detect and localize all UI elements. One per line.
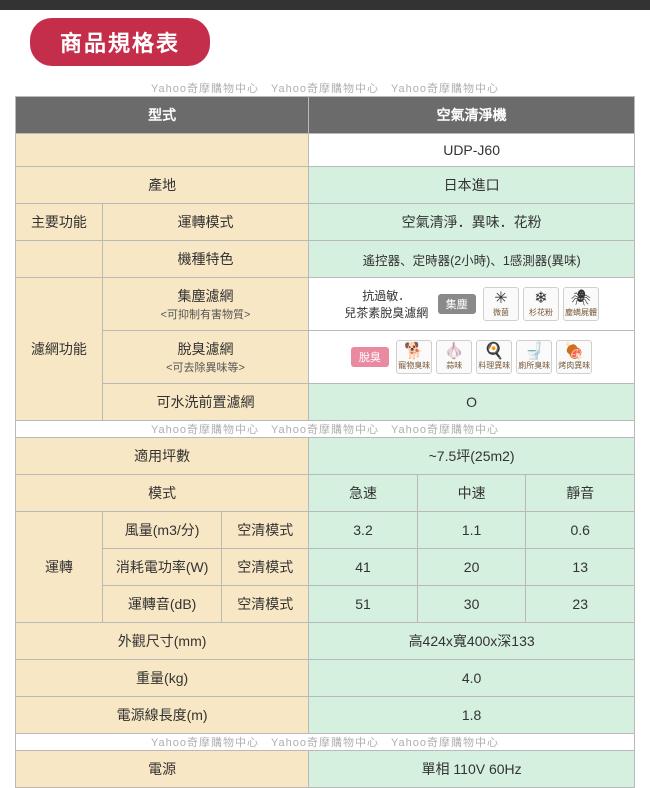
airflow-0: 3.2 <box>309 512 418 549</box>
mode-col-2: 靜音 <box>526 475 635 512</box>
feature-label: 機種特色 <box>102 241 308 278</box>
area-label: 適用坪數 <box>16 438 309 475</box>
watermark: Yahoo奇摩購物中心 Yahoo奇摩購物中心 Yahoo奇摩購物中心 <box>16 421 635 438</box>
airflow-label: 風量(m3/分) <box>102 512 221 549</box>
blank-cell <box>16 241 103 278</box>
dust-filter-label: 集塵濾網 <可抑制有害物質> <box>102 278 308 331</box>
cord-value: 1.8 <box>309 697 635 734</box>
feature-icon: 🍖烤肉異味 <box>556 340 592 374</box>
dim-label: 外觀尺寸(mm) <box>16 623 309 660</box>
power-1: 20 <box>417 549 526 586</box>
deod-tag: 脫臭 <box>351 347 389 367</box>
power-src-value: 單相 110V 60Hz <box>309 751 635 788</box>
dust-icon-row: ✳微菌 ❄杉花粉 🕷塵螨屍體 <box>483 287 599 321</box>
top-accent-bar <box>0 0 650 10</box>
mode-col-1: 中速 <box>417 475 526 512</box>
run-mode-label: 運轉模式 <box>102 204 308 241</box>
power-src-label: 電源 <box>16 751 309 788</box>
power-label: 消耗電功率(W) <box>102 549 221 586</box>
oper-label: 運轉 <box>16 512 103 623</box>
weight-value: 4.0 <box>309 660 635 697</box>
header-product: 空氣清淨機 <box>309 97 635 134</box>
main-func-label: 主要功能 <box>16 204 103 241</box>
origin-value: 日本進口 <box>309 167 635 204</box>
dust-sub: <可抑制有害物質> <box>109 306 302 322</box>
model-value: UDP-J60 <box>309 134 635 167</box>
airflow-1: 1.1 <box>417 512 526 549</box>
title-section: 商品規格表 <box>0 10 650 80</box>
watermark: Yahoo奇摩購物中心 Yahoo奇摩購物中心 Yahoo奇摩購物中心 <box>16 734 635 751</box>
power-2: 13 <box>526 549 635 586</box>
deod-label-text: 脫臭濾網 <box>109 339 302 359</box>
feature-icon: ✳微菌 <box>483 287 519 321</box>
feature-icon: 🧄蒜味 <box>436 340 472 374</box>
feature-icon: 🍳料理異味 <box>476 340 512 374</box>
airflow-2: 0.6 <box>526 512 635 549</box>
feature-icon: ❄杉花粉 <box>523 287 559 321</box>
dust-label-text: 集塵濾網 <box>109 286 302 306</box>
area-value: ~7.5坪(25m2) <box>309 438 635 475</box>
power-0: 41 <box>309 549 418 586</box>
wash-label: 可水洗前置濾網 <box>102 384 308 421</box>
noise-label: 運轉音(dB) <box>102 586 221 623</box>
noise-2: 23 <box>526 586 635 623</box>
wash-value: O <box>309 384 635 421</box>
filter-func-label: 濾網功能 <box>16 278 103 421</box>
dust-desc2: 兒茶素脫臭濾網 <box>344 306 428 320</box>
dust-tag: 集塵 <box>438 294 476 314</box>
mode-label: 模式 <box>16 475 309 512</box>
weight-label: 重量(kg) <box>16 660 309 697</box>
feature-icon: 🚽廁所臭味 <box>516 340 552 374</box>
cord-label: 電源線長度(m) <box>16 697 309 734</box>
origin-label: 產地 <box>16 167 309 204</box>
blank-cell <box>16 134 309 167</box>
deod-filter-label: 脫臭濾網 <可去除異味等> <box>102 331 308 384</box>
feature-icon: 🐕寵物臭味 <box>396 340 432 374</box>
title-badge: 商品規格表 <box>30 18 210 66</box>
deod-icon-row: 🐕寵物臭味 🧄蒜味 🍳料理異味 🚽廁所臭味 🍖烤肉異味 <box>396 340 592 374</box>
airclean-mode: 空清模式 <box>222 586 309 623</box>
deod-sub: <可去除異味等> <box>109 359 302 375</box>
spec-table: Yahoo奇摩購物中心 Yahoo奇摩購物中心 Yahoo奇摩購物中心 型式 空… <box>15 80 635 788</box>
dust-desc1: 抗過敏． <box>362 289 410 303</box>
mode-col-0: 急速 <box>309 475 418 512</box>
dust-filter-value: 抗過敏． 兒茶素脫臭濾網 集塵 ✳微菌 ❄杉花粉 🕷塵螨屍體 <box>309 278 635 331</box>
noise-1: 30 <box>417 586 526 623</box>
feature-icon: 🕷塵螨屍體 <box>563 287 599 321</box>
run-mode-value: 空氣清淨．異味．花粉 <box>309 204 635 241</box>
header-model: 型式 <box>16 97 309 134</box>
feature-value: 遙控器、定時器(2小時)、1感測器(異味) <box>309 241 635 278</box>
deod-filter-value: 脫臭 🐕寵物臭味 🧄蒜味 🍳料理異味 🚽廁所臭味 🍖烤肉異味 <box>309 331 635 384</box>
watermark: Yahoo奇摩購物中心 Yahoo奇摩購物中心 Yahoo奇摩購物中心 <box>16 80 635 97</box>
airclean-mode: 空清模式 <box>222 549 309 586</box>
airclean-mode: 空清模式 <box>222 512 309 549</box>
noise-0: 51 <box>309 586 418 623</box>
dim-value: 高424x寬400x深133 <box>309 623 635 660</box>
